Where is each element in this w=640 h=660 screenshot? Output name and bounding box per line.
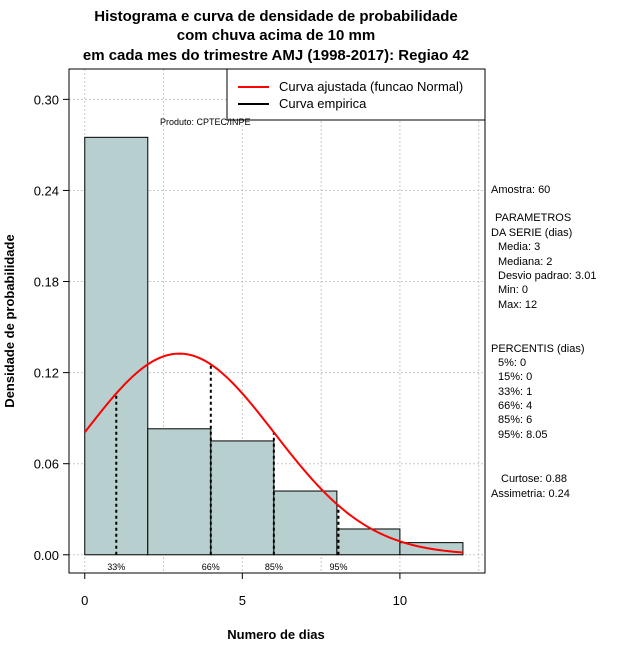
percentile-lines: 33% 66% 85% 95% (107, 364, 347, 572)
histogram-bars (84, 136, 464, 556)
percentil-66: 66%: 4 (498, 400, 532, 412)
percentile-label-1: 66% (202, 562, 220, 572)
legend-label-empirical: Curva empirica (279, 96, 367, 111)
param-max: Max: 12 (498, 299, 537, 311)
y-axis: 0.00 0.06 0.12 0.18 0.24 0.30 (34, 92, 69, 563)
kurtosis: Curtose: 0.88 (501, 473, 567, 485)
percentis-title: PERCENTIS (dias) (491, 343, 585, 355)
y-tick-label-5: 0.30 (34, 92, 59, 107)
histogram-bar-1 (147, 428, 212, 556)
legend-label-normal: Curva ajustada (funcao Normal) (279, 79, 463, 94)
histogram-bar-3 (273, 490, 338, 556)
normal-curve-group (83, 352, 464, 554)
percentil-33: 33%: 1 (498, 386, 532, 398)
percentil-95: 95%: 8.05 (498, 429, 548, 441)
percentile-label-3: 95% (329, 562, 347, 572)
x-tick-label-0: 0 (81, 593, 88, 608)
histogram-bar-2 (210, 440, 275, 556)
histogram-bar-4 (336, 528, 401, 556)
param-mean: Media: 3 (498, 241, 540, 253)
histogram-bar-0 (84, 136, 149, 556)
x-tick-label-2: 10 (393, 593, 407, 608)
y-axis-title: Densidade de probabilidade (2, 234, 17, 407)
skewness: Assimetria: 0.24 (491, 488, 570, 500)
x-axis-title: Numero de dias (227, 627, 325, 642)
sample-size: Amostra: 60 (491, 184, 550, 196)
y-tick-label-3: 0.18 (34, 275, 59, 290)
params-title-1: PARAMETROS (495, 212, 571, 224)
legend-box (226, 68, 486, 121)
y-tick-label-2: 0.12 (34, 366, 59, 381)
param-median: Mediana: 2 (498, 256, 552, 268)
chart-title-line-2: com chuva acima de 10 mm (177, 27, 375, 44)
chart-title-line-1: Histograma e curva de densidade de proba… (94, 8, 457, 25)
percentil-5: 5%: 0 (498, 357, 526, 369)
percentil-85: 85%: 6 (498, 414, 532, 426)
param-min: Min: 0 (498, 284, 528, 296)
x-tick-label-1: 5 (239, 593, 246, 608)
percentile-label-2: 85% (265, 562, 283, 572)
product-label: Produto: CPTEC/INPE (160, 117, 251, 127)
percentile-label-0: 33% (107, 562, 125, 572)
params-title-2: DA SERIE (dias) (491, 227, 572, 239)
y-tick-label-0: 0.00 (34, 548, 59, 563)
chart-title-line-3: em cada mes do trimestre AMJ (1998-2017)… (83, 47, 469, 64)
y-tick-label-1: 0.06 (34, 457, 59, 472)
y-tick-label-4: 0.24 (34, 183, 59, 198)
percentil-15: 15%: 0 (498, 371, 532, 383)
stats-panel: Amostra: 60 PARAMETROS DA SERIE (dias) M… (491, 184, 596, 500)
param-sd: Desvio padrao: 3.01 (498, 270, 596, 282)
x-axis: 0 5 10 (81, 572, 407, 608)
normal-curve (83, 352, 464, 554)
legend: Curva ajustada (funcao Normal) Curva emp… (226, 68, 486, 121)
